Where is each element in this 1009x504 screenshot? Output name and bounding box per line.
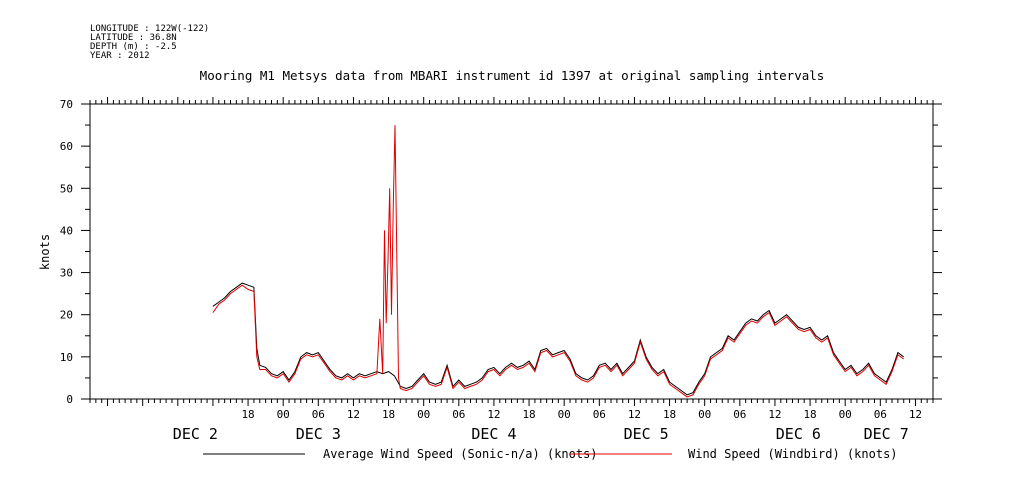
y-tick-label: 30	[60, 267, 73, 280]
series-line-windbird	[212, 125, 904, 398]
longitude-text: LONGITUDE : 122W(-122)	[90, 24, 209, 34]
day-label: DEC 2	[173, 425, 218, 443]
day-labels: DEC 2 DEC 3 DEC 4 DEC 5 DEC 6 DEC 7	[173, 425, 909, 443]
legend-label-average: Average Wind Speed (Sonic-n/a) (knots)	[323, 447, 598, 461]
day-label: DEC 3	[296, 425, 341, 443]
year-text: YEAR : 2012	[90, 51, 150, 61]
x-tick-label: 00	[417, 408, 430, 421]
x-tick-label: 18	[382, 408, 395, 421]
y-tick-label: 10	[60, 351, 73, 364]
legend-label-windbird: Wind Speed (Windbird) (knots)	[688, 447, 898, 461]
x-tick-label: 06	[452, 408, 465, 421]
x-tick-label: 06	[733, 408, 746, 421]
x-tick-label: 12	[768, 408, 781, 421]
y-tick-label: 50	[60, 182, 73, 195]
y-tick-label: 0	[66, 393, 73, 406]
x-tick-label: 00	[277, 408, 290, 421]
day-label: DEC 5	[624, 425, 669, 443]
legend: Average Wind Speed (Sonic-n/a) (knots) W…	[203, 447, 898, 461]
x-tick-label: 00	[839, 408, 852, 421]
x-tick-label: 12	[347, 408, 360, 421]
x-tick-label: 00	[698, 408, 711, 421]
day-label: DEC 7	[864, 425, 909, 443]
y-tick-label: 20	[60, 309, 73, 322]
x-tick-label: 18	[803, 408, 816, 421]
plot-frame	[89, 103, 934, 400]
x-tick-label: 06	[874, 408, 887, 421]
x-tick-label: 18	[241, 408, 254, 421]
x-tick-label: 12	[487, 408, 500, 421]
depth-text: DEPTH (m) : -2.5	[90, 42, 177, 52]
y-axis-label: knots	[38, 234, 52, 270]
x-tick-label: 18	[663, 408, 676, 421]
axis-ticks	[81, 97, 942, 406]
x-tick-labels: 18 00 06 12 18 00 06 12 18 00 06 12 18 00 06 12 18 00 06 12	[241, 408, 922, 421]
series-lines	[212, 125, 904, 398]
y-tick-label: 60	[60, 140, 73, 153]
latitude-text: LATITUDE : 36.8N	[90, 33, 177, 43]
x-tick-label: 00	[558, 408, 571, 421]
y-tick-label: 70	[60, 98, 73, 111]
series-line-average	[212, 282, 904, 396]
y-tick-labels: 0 10 20 30 40 50 60 70	[60, 98, 73, 406]
x-tick-label: 18	[522, 408, 535, 421]
chart-title: Mooring M1 Metsys data from MBARI instru…	[200, 68, 825, 83]
x-tick-label: 12	[909, 408, 922, 421]
y-tick-label: 40	[60, 224, 73, 237]
day-label: DEC 4	[471, 425, 516, 443]
x-tick-label: 06	[312, 408, 325, 421]
x-tick-label: 06	[593, 408, 606, 421]
day-label: DEC 6	[776, 425, 821, 443]
x-tick-label: 12	[628, 408, 641, 421]
